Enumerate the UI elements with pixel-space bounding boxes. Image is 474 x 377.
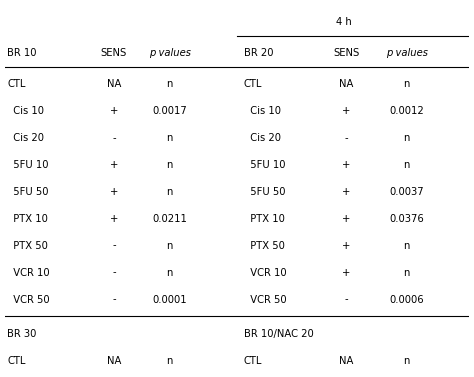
Text: n: n (166, 187, 173, 197)
Text: 0.0012: 0.0012 (389, 106, 424, 116)
Text: n: n (403, 268, 410, 277)
Text: 5FU 10: 5FU 10 (7, 160, 48, 170)
Text: +: + (342, 106, 350, 116)
Text: VCR 10: VCR 10 (244, 268, 287, 277)
Text: NA: NA (107, 356, 121, 366)
Text: n: n (403, 356, 410, 366)
Text: BR 20: BR 20 (244, 48, 273, 58)
Text: +: + (342, 160, 350, 170)
Text: Cis 20: Cis 20 (7, 133, 44, 143)
Text: BR 10: BR 10 (7, 48, 36, 58)
Text: Cis 20: Cis 20 (244, 133, 281, 143)
Text: 0.0006: 0.0006 (389, 294, 424, 305)
Text: +: + (342, 268, 350, 277)
Text: n: n (403, 160, 410, 170)
Text: n: n (166, 160, 173, 170)
Text: CTL: CTL (7, 356, 26, 366)
Text: -: - (112, 133, 116, 143)
Text: PTX 50: PTX 50 (244, 241, 285, 251)
Text: NA: NA (339, 356, 353, 366)
Text: +: + (342, 214, 350, 224)
Text: p values: p values (149, 48, 191, 58)
Text: BR 30: BR 30 (7, 329, 36, 339)
Text: Cis 10: Cis 10 (244, 106, 281, 116)
Text: +: + (342, 241, 350, 251)
Text: -: - (344, 294, 348, 305)
Text: n: n (166, 356, 173, 366)
Text: -: - (344, 133, 348, 143)
Text: n: n (403, 241, 410, 251)
Text: n: n (166, 268, 173, 277)
Text: PTX 10: PTX 10 (7, 214, 48, 224)
Text: p values: p values (385, 48, 428, 58)
Text: PTX 50: PTX 50 (7, 241, 48, 251)
Text: SENS: SENS (333, 48, 359, 58)
Text: n: n (166, 241, 173, 251)
Text: n: n (166, 133, 173, 143)
Text: 5FU 10: 5FU 10 (244, 160, 285, 170)
Text: +: + (342, 187, 350, 197)
Text: +: + (109, 160, 118, 170)
Text: SENS: SENS (101, 48, 127, 58)
Text: 0.0017: 0.0017 (152, 106, 187, 116)
Text: 5FU 50: 5FU 50 (7, 187, 48, 197)
Text: 0.0376: 0.0376 (389, 214, 424, 224)
Text: CTL: CTL (7, 79, 26, 89)
Text: +: + (109, 214, 118, 224)
Text: 5FU 50: 5FU 50 (244, 187, 285, 197)
Text: 0.0211: 0.0211 (152, 214, 187, 224)
Text: +: + (109, 187, 118, 197)
Text: 4 h: 4 h (336, 17, 352, 27)
Text: -: - (112, 241, 116, 251)
Text: 0.0001: 0.0001 (152, 294, 187, 305)
Text: -: - (112, 268, 116, 277)
Text: NA: NA (339, 79, 353, 89)
Text: n: n (403, 79, 410, 89)
Text: VCR 50: VCR 50 (7, 294, 50, 305)
Text: VCR 50: VCR 50 (244, 294, 287, 305)
Text: VCR 10: VCR 10 (7, 268, 50, 277)
Text: n: n (166, 79, 173, 89)
Text: BR 10/NAC 20: BR 10/NAC 20 (244, 329, 314, 339)
Text: NA: NA (107, 79, 121, 89)
Text: n: n (403, 133, 410, 143)
Text: PTX 10: PTX 10 (244, 214, 285, 224)
Text: 0.0037: 0.0037 (389, 187, 424, 197)
Text: CTL: CTL (244, 356, 262, 366)
Text: Cis 10: Cis 10 (7, 106, 44, 116)
Text: CTL: CTL (244, 79, 262, 89)
Text: +: + (109, 106, 118, 116)
Text: -: - (112, 294, 116, 305)
